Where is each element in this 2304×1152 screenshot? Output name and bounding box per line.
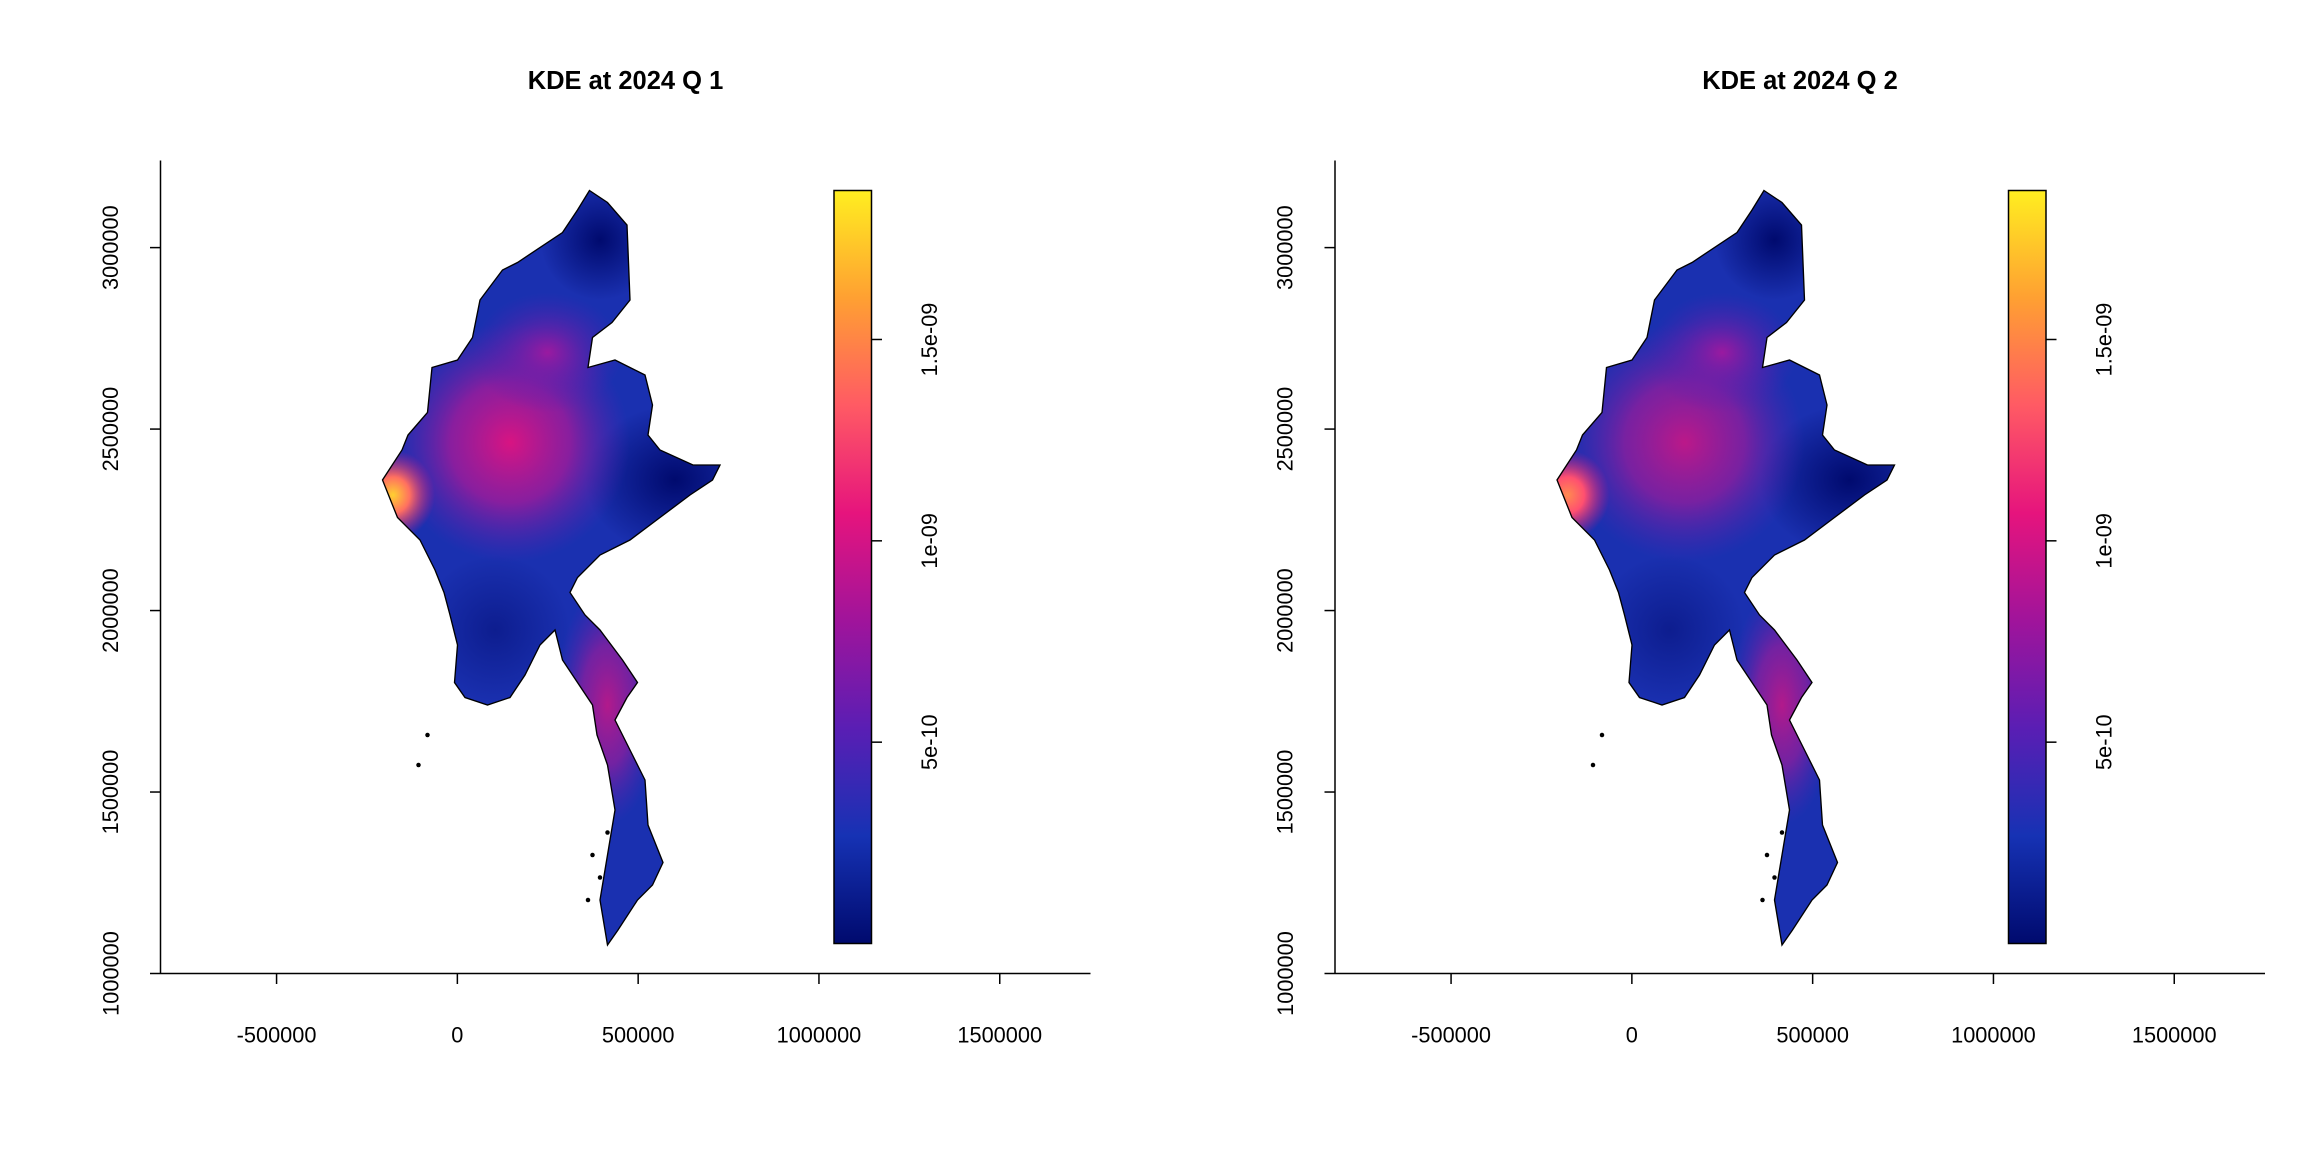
- panel: KDE at 2024 Q 1 -500000 0 500000 1000000 1500…: [98, 67, 1091, 1047]
- density-map: [1557, 190, 1895, 945]
- y-tick-label: 3000000: [1273, 205, 1298, 290]
- island: [1779, 830, 1785, 835]
- density-map: [382, 190, 720, 945]
- colorbar-tick-label: 1e-09: [2092, 513, 2117, 569]
- colorbar-tick-label: 1.5e-09: [917, 303, 942, 377]
- y-tick-label: 1500000: [98, 750, 123, 835]
- colorbar-tick-label: 1.5e-09: [2092, 303, 2117, 377]
- x-tick-label: -500000: [237, 1022, 317, 1047]
- chart-title: KDE at 2024 Q 2: [1702, 67, 1898, 95]
- colorbar: [833, 189, 873, 945]
- y-tick-label: 1000000: [1273, 931, 1298, 1016]
- island: [425, 732, 430, 738]
- y-tick-label: 2500000: [1273, 387, 1298, 472]
- x-tick-label: 1000000: [1951, 1022, 2036, 1047]
- x-tick-label: 1500000: [957, 1022, 1042, 1047]
- y-tick-label: 2000000: [98, 568, 123, 653]
- chart-title: KDE at 2024 Q 1: [528, 67, 724, 95]
- x-tick-label: 0: [451, 1022, 463, 1047]
- colorbar: [2007, 189, 2047, 945]
- island: [590, 852, 595, 858]
- island: [1760, 897, 1765, 903]
- island: [1590, 762, 1596, 768]
- x-tick-label: 0: [1626, 1022, 1638, 1047]
- x-tick-label: 500000: [1776, 1022, 1849, 1047]
- x-tick-label: 500000: [602, 1022, 675, 1047]
- island: [1599, 732, 1605, 738]
- y-tick-label: 2500000: [98, 387, 123, 472]
- x-tick-label: -500000: [1411, 1022, 1491, 1047]
- y-tick-label: 1000000: [98, 931, 123, 1016]
- island: [1772, 875, 1777, 880]
- y-tick-label: 1500000: [1273, 750, 1298, 835]
- colorbar-tick-label: 5e-10: [2092, 714, 2117, 770]
- island: [416, 762, 421, 768]
- island: [597, 875, 603, 880]
- x-tick-label: 1000000: [777, 1022, 862, 1047]
- y-tick-label: 3000000: [98, 205, 123, 290]
- colorbar-tick-label: 1e-09: [917, 513, 942, 569]
- island: [585, 897, 591, 903]
- x-tick-label: 1500000: [2132, 1022, 2217, 1047]
- panel: KDE at 2024 Q 2 -500000 0 500000 1000000 1500…: [1273, 67, 2265, 1047]
- colorbar-tick-label: 5e-10: [917, 714, 942, 770]
- island: [1764, 852, 1770, 858]
- y-tick-label: 2000000: [1273, 568, 1298, 653]
- island: [605, 830, 610, 835]
